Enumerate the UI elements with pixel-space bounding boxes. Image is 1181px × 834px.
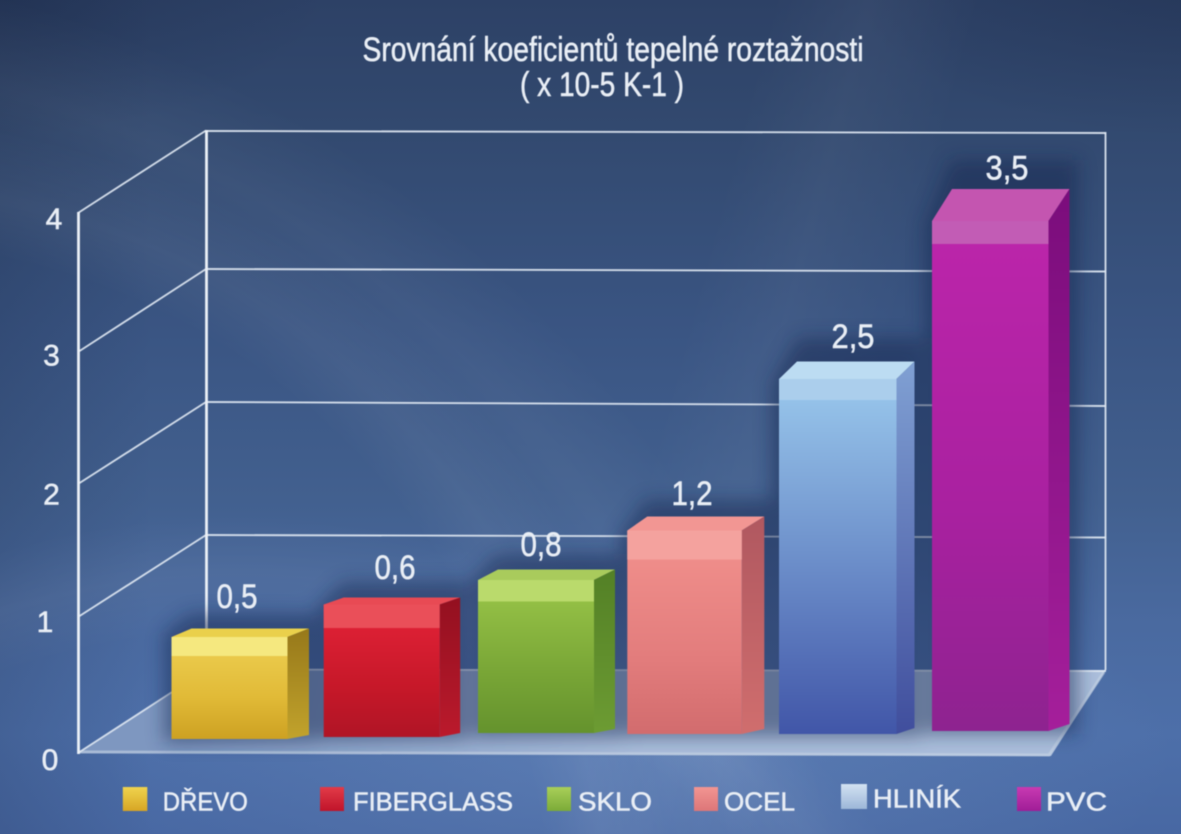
- svg-text:2: 2: [43, 479, 60, 512]
- svg-text:( x 10-5 K-1 ): ( x 10-5 K-1 ): [520, 66, 684, 104]
- svg-text:HLINÍK: HLINÍK: [873, 784, 962, 814]
- svg-text:0: 0: [42, 744, 59, 777]
- svg-text:FIBERGLASS: FIBERGLASS: [353, 787, 513, 817]
- svg-text:1: 1: [37, 606, 54, 639]
- svg-text:PVC: PVC: [1046, 787, 1107, 817]
- svg-text:3: 3: [43, 340, 60, 373]
- svg-text:0,5: 0,5: [217, 578, 258, 616]
- svg-text:2,5: 2,5: [832, 318, 875, 356]
- svg-text:3,5: 3,5: [986, 150, 1029, 188]
- svg-text:0,8: 0,8: [521, 526, 562, 564]
- svg-text:1,2: 1,2: [672, 475, 713, 513]
- svg-text:OCEL: OCEL: [724, 787, 795, 817]
- svg-text:0,6: 0,6: [375, 549, 416, 587]
- svg-text:SKLO: SKLO: [578, 787, 652, 817]
- svg-text:4: 4: [46, 203, 63, 236]
- svg-text:DŘEVO: DŘEVO: [163, 787, 248, 817]
- svg-text:Srovnání koeficientů tepelné r: Srovnání koeficientů tepelné roztažnosti: [363, 31, 864, 69]
